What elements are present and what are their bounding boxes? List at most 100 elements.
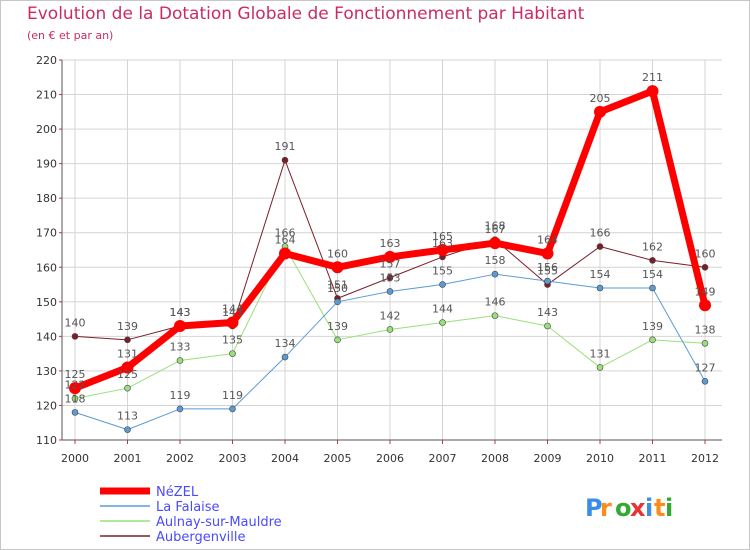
data-label: 125 [65, 368, 86, 381]
data-point [649, 284, 656, 292]
chart-subtitle: (en € et par an) [27, 29, 114, 42]
data-point [701, 377, 709, 385]
series-lines [69, 85, 711, 433]
grid-lines [62, 59, 722, 441]
data-point [491, 270, 499, 278]
data-point [121, 361, 134, 374]
data-point [544, 322, 551, 330]
data-point [386, 274, 394, 281]
data-label: 160 [327, 247, 348, 260]
data-label: 135 [222, 334, 243, 347]
data-label: 166 [275, 227, 296, 240]
x-tick-label: 2012 [691, 452, 719, 465]
data-point [331, 261, 344, 274]
data-point [436, 244, 449, 256]
data-label: 113 [117, 410, 138, 423]
legend-label: NéZEL [156, 485, 199, 500]
data-label: 162 [642, 240, 663, 253]
data-label: 191 [275, 140, 296, 153]
data-point [174, 320, 186, 332]
data-point [596, 284, 604, 292]
data-label: 143 [170, 306, 191, 319]
data-label: 153 [380, 271, 401, 284]
data-point [124, 384, 131, 392]
data-label: 127 [695, 361, 716, 374]
y-tick-label: 170 [36, 227, 57, 240]
data-point [701, 339, 709, 347]
data-label: 157 [380, 258, 401, 271]
data-point [439, 319, 446, 326]
legend-label: Aulnay-sur-Mauldre [156, 515, 282, 530]
data-label: 122 [65, 379, 86, 392]
data-label: 118 [65, 392, 86, 405]
axes: 110 120 130 140 150 160 170 180 190 200 210 220 2000… [36, 54, 722, 465]
data-point [596, 364, 604, 371]
y-tick-label: 200 [36, 123, 57, 136]
data-point [226, 316, 239, 329]
data-label: 139 [327, 320, 348, 333]
data-label: 144 [222, 303, 243, 316]
legend-label: Aubergenville [156, 530, 246, 545]
data-label: 164 [275, 233, 296, 246]
data-point [71, 333, 79, 340]
data-label: 146 [485, 296, 506, 309]
x-tick-label: 2001 [114, 452, 142, 465]
data-point [281, 353, 289, 361]
data-point [386, 326, 394, 333]
data-point [701, 263, 709, 271]
x-tick-label: 2008 [481, 452, 509, 465]
data-label: 156 [537, 261, 558, 274]
data-point [439, 281, 446, 288]
y-tick-label: 190 [36, 158, 57, 171]
data-point [69, 382, 81, 395]
x-tick-label: 2009 [534, 452, 562, 465]
data-label: 163 [432, 237, 453, 250]
data-label: 205 [590, 92, 611, 105]
data-point [384, 250, 396, 263]
legend-label: La Falaise [156, 500, 220, 515]
data-label: 143 [222, 306, 243, 319]
data-label: 143 [537, 306, 558, 319]
y-tick-label: 140 [36, 330, 57, 343]
data-point [541, 247, 554, 260]
data-point [279, 247, 291, 260]
data-label: 142 [380, 309, 401, 322]
data-point [386, 288, 394, 295]
data-point [649, 336, 656, 344]
y-tick-label: 220 [36, 54, 57, 67]
data-label: 139 [642, 320, 663, 333]
data-point [229, 405, 236, 413]
data-label: 160 [695, 247, 716, 260]
data-point [699, 299, 711, 312]
data-point [594, 105, 606, 118]
data-point [176, 405, 184, 413]
data-point [124, 426, 131, 433]
y-tick-label: 120 [36, 399, 57, 412]
data-labels: 140 139 143 143 191 151 157 163 168 155 166 162 160 1… [65, 71, 716, 423]
data-label: 149 [695, 285, 716, 298]
data-point [489, 237, 501, 250]
x-tick-label: 2006 [376, 452, 404, 465]
x-tick-label: 2004 [271, 452, 299, 465]
x-tick-label: 2010 [586, 452, 614, 465]
logo-letter: r [600, 494, 612, 522]
data-label: 150 [327, 282, 348, 295]
data-point [281, 156, 289, 164]
data-label: 154 [642, 268, 663, 281]
data-point [71, 395, 79, 402]
x-tick-label: 2000 [61, 452, 89, 465]
data-label: 158 [485, 254, 506, 267]
data-point [649, 257, 656, 264]
data-point [229, 350, 236, 357]
data-label: 166 [590, 227, 611, 240]
data-label: 164 [537, 233, 558, 246]
y-tick-label: 160 [36, 261, 57, 274]
data-label: 154 [590, 268, 611, 281]
data-point [491, 312, 499, 319]
data-label: 134 [275, 337, 296, 350]
data-label: 143 [170, 306, 191, 319]
y-tick-label: 150 [36, 296, 57, 309]
logo-letter: x [630, 494, 646, 522]
data-label: 167 [485, 223, 506, 236]
data-label: 119 [170, 389, 191, 402]
